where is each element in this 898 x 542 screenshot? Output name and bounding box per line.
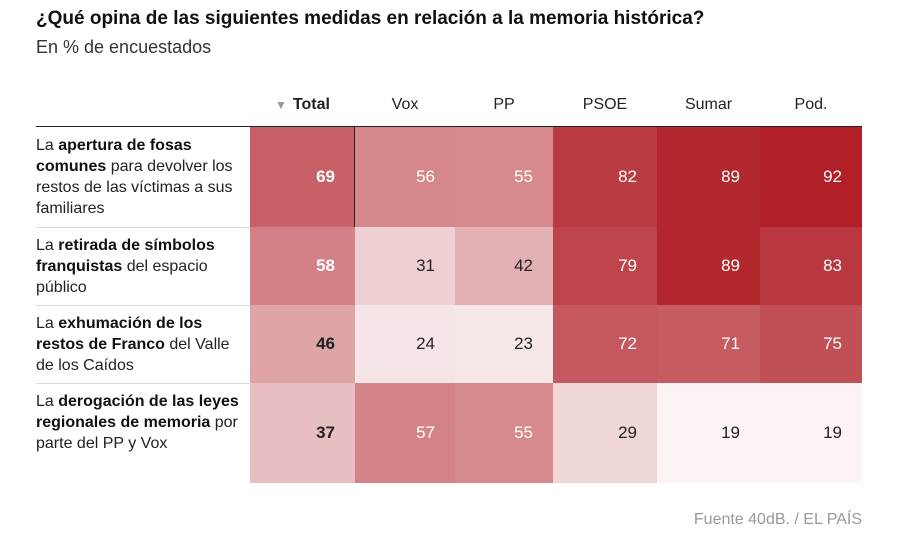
- heat-cell: 79: [553, 227, 657, 305]
- row-label: La retirada de símbolos franquistas del …: [36, 235, 241, 298]
- total-divider: [354, 126, 355, 227]
- label-segment: para devolver los restos de las víctimas…: [36, 158, 233, 217]
- heat-cell: 92: [760, 127, 862, 227]
- heat-cell: 58: [250, 227, 355, 305]
- title: ¿Qué opina de las siguientes medidas en …: [36, 8, 705, 29]
- heat-cell: 72: [553, 305, 657, 383]
- column-header[interactable]: Sumar: [657, 96, 760, 114]
- label-segment: La: [36, 315, 59, 332]
- heat-cell: 56: [355, 127, 455, 227]
- heat-cell: 83: [760, 227, 862, 305]
- label-segment: del Valle de los Caídos: [36, 336, 230, 374]
- heat-cell: 71: [657, 305, 760, 383]
- label-segment: La: [36, 393, 59, 410]
- column-header-text: Total: [292, 96, 330, 113]
- heat-cell: 46: [250, 305, 355, 383]
- heat-cell: 75: [760, 305, 862, 383]
- column-header-text: PSOE: [582, 96, 628, 113]
- heat-cell: 55: [455, 127, 553, 227]
- heat-cell: 19: [657, 383, 760, 483]
- column-header-text: Pod.: [794, 96, 828, 113]
- row-label: La exhumación de los restos de Franco de…: [36, 313, 241, 376]
- header-rule: [36, 126, 862, 127]
- label-segment: del espacio público: [36, 258, 208, 296]
- heat-cell: 69: [250, 127, 355, 227]
- label-segment: La: [36, 237, 59, 254]
- column-header[interactable]: PP: [455, 96, 553, 114]
- heat-cell: 31: [355, 227, 455, 305]
- heat-cell: 23: [455, 305, 553, 383]
- heat-cell: 29: [553, 383, 657, 483]
- column-header[interactable]: PSOE: [553, 96, 657, 114]
- column-header-text: PP: [493, 96, 515, 113]
- column-header[interactable]: Vox: [355, 96, 455, 114]
- column-header[interactable]: ▼ Total: [250, 96, 355, 114]
- heat-cell: 19: [760, 383, 862, 483]
- column-header-text: Sumar: [684, 96, 733, 113]
- row-label: La apertura de fosas comunes para devolv…: [36, 135, 241, 219]
- label-segment: por parte del PP y Vox: [36, 414, 238, 452]
- source: Fuente 40dB. / EL PAÍS: [693, 511, 862, 528]
- column-header[interactable]: Pod.: [760, 96, 862, 114]
- heat-cell: 42: [455, 227, 553, 305]
- heat-cell: 37: [250, 383, 355, 483]
- heat-cell: 55: [455, 383, 553, 483]
- row-separator: [36, 305, 250, 306]
- row-separator: [36, 383, 250, 384]
- heat-cell: 89: [657, 127, 760, 227]
- label-segment: La: [36, 137, 59, 154]
- label-segment: retirada de símbolos franquistas: [36, 237, 215, 275]
- column-header-text: Vox: [391, 96, 419, 113]
- heat-cell: 24: [355, 305, 455, 383]
- row-separator: [36, 227, 250, 228]
- subtitle: En % de encuestados: [36, 37, 212, 57]
- heat-cell: 89: [657, 227, 760, 305]
- row-label: La derogación de las leyes regionales de…: [36, 391, 241, 454]
- label-segment: apertura de fosas comunes: [36, 137, 192, 175]
- sort-icon: ▼: [275, 98, 287, 112]
- heat-cell: 82: [553, 127, 657, 227]
- heat-cell: 57: [355, 383, 455, 483]
- label-segment: derogación de las leyes regionales de me…: [36, 393, 239, 431]
- label-segment: exhumación de los restos de Franco: [36, 315, 203, 353]
